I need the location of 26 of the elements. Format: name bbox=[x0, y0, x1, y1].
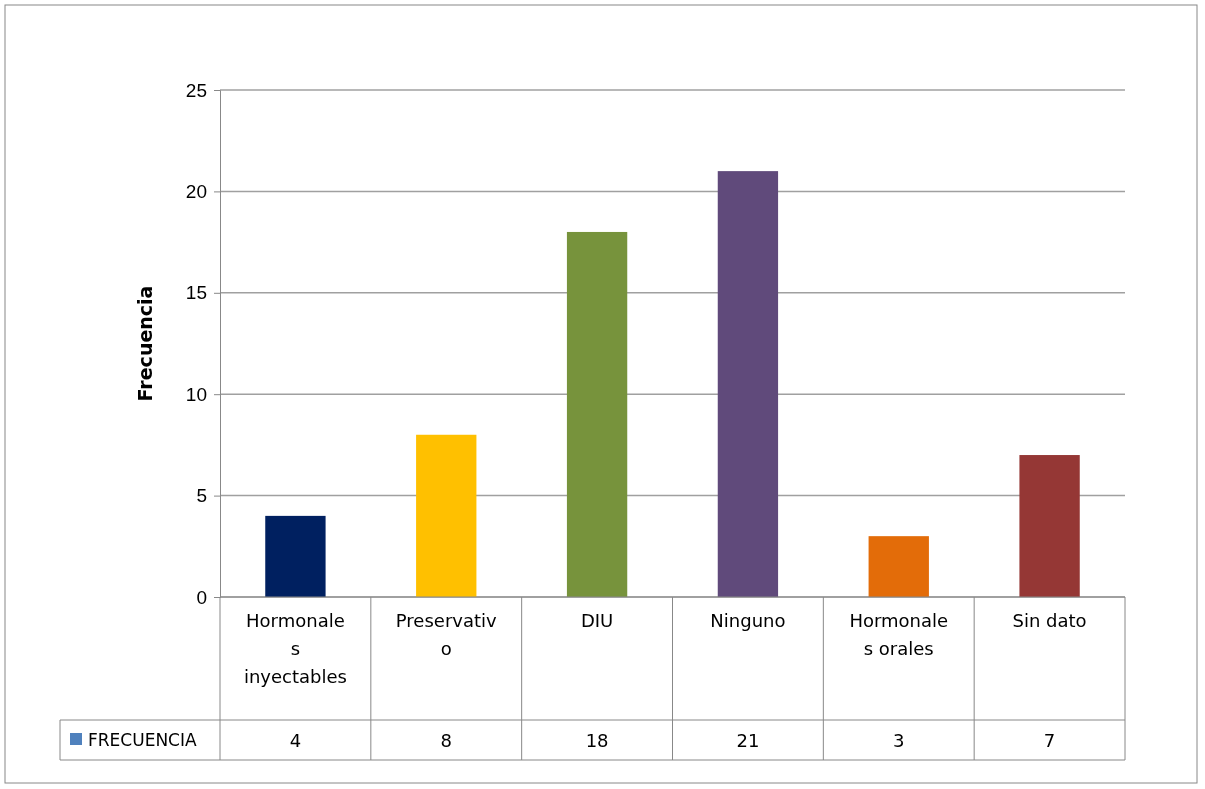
y-tick-label: 20 bbox=[185, 180, 207, 202]
data-label: 3 bbox=[893, 730, 905, 751]
x-tick-label: Preservativo bbox=[395, 610, 498, 659]
x-tick-label: Sin dato bbox=[1012, 610, 1087, 631]
y-tick-label: 15 bbox=[185, 282, 207, 304]
data-label: 8 bbox=[440, 730, 452, 751]
bar bbox=[265, 515, 326, 597]
data-label: 7 bbox=[1043, 730, 1056, 751]
bar bbox=[717, 171, 779, 597]
bar bbox=[566, 231, 628, 597]
x-tick-label: Ninguno bbox=[710, 610, 786, 631]
x-tick-label: Hormonales orales bbox=[849, 610, 949, 659]
y-axis-title: Frecuencia bbox=[134, 285, 156, 402]
x-tick-label: DIU bbox=[580, 610, 614, 631]
data-label: 21 bbox=[736, 730, 760, 751]
text: FRECUENCIA bbox=[88, 730, 197, 750]
data-label: 4 bbox=[289, 730, 302, 751]
data-label: 18 bbox=[585, 730, 609, 751]
x-tick-label: Hormonales inyectables bbox=[243, 610, 347, 687]
y-tick-label: 0 bbox=[196, 586, 207, 608]
bar bbox=[1019, 455, 1080, 597]
y-tick-label: 5 bbox=[196, 485, 207, 507]
y-tick-label: 25 bbox=[185, 79, 207, 101]
bar bbox=[416, 434, 477, 597]
y-tick-label: 10 bbox=[185, 383, 207, 405]
bar bbox=[868, 536, 929, 597]
